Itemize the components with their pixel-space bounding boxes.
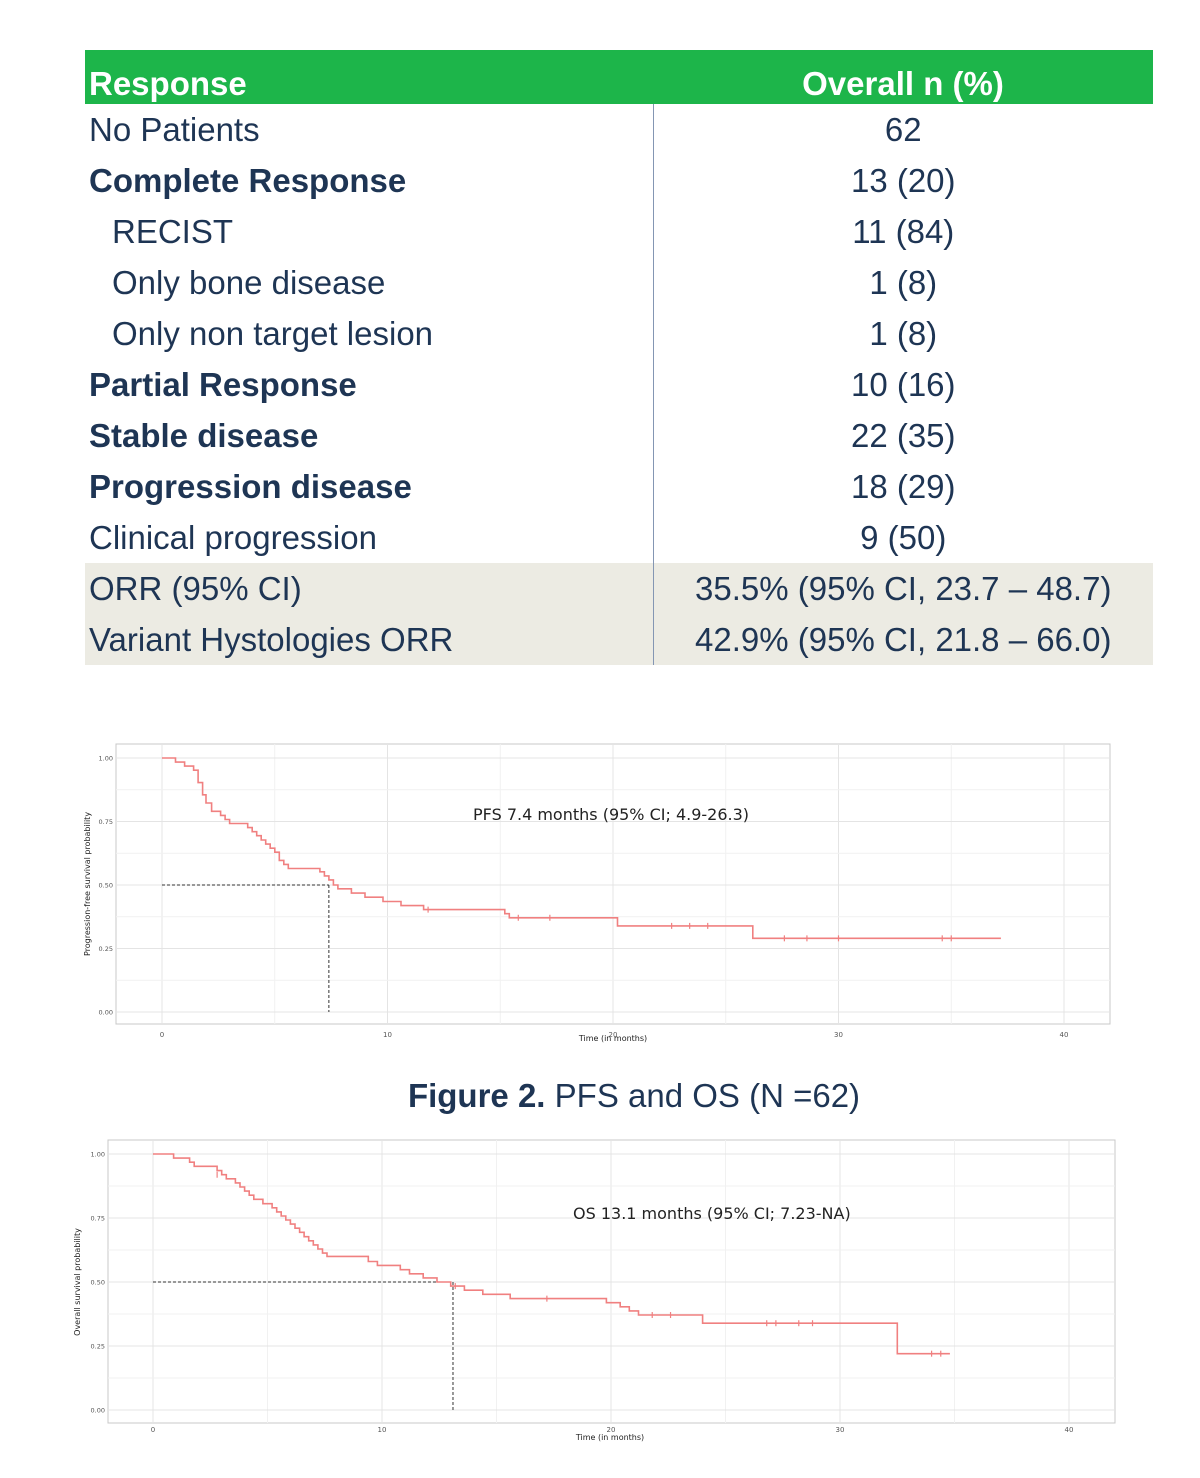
response-table: Response Overall n (%) No Patients 62 Comp… <box>85 50 1153 665</box>
row-value: 10 (16) <box>850 366 956 403</box>
os-survival-curve <box>153 1153 950 1355</box>
os-chart: 0 10 20 30 40 0.00 0.25 0.50 0.75 1.00 OS 13.1 mo… <box>73 1139 1116 1442</box>
table-row: Progression disease 18 (29) <box>85 461 1153 512</box>
row-label: Variant Hystologies ORR <box>85 614 654 665</box>
x-tick-label: 40 <box>1065 1426 1074 1434</box>
row-value: 42.9% (95% CI, 21.8 – 66.0) <box>653 614 1153 665</box>
table-header-row: Response Overall n (%) <box>85 50 1153 104</box>
os-annotation: OS 13.1 months (95% CI; 7.23-NA) <box>573 1204 851 1223</box>
x-tick-label: 10 <box>378 1426 387 1434</box>
table-row: Partial Response 10 (16) <box>85 359 1153 410</box>
pfs-ticks: 0 10 20 30 40 0.00 0.25 0.50 0.75 1.00 <box>99 755 1069 1040</box>
os-censor-marks <box>216 1171 942 1357</box>
table-row: Only non target lesion 1 (8) <box>85 308 1153 359</box>
pfs-y-axis-label: Progression-free survival probability <box>83 812 92 956</box>
x-tick-label: 10 <box>383 1031 392 1039</box>
pfs-chart: 0 10 20 30 40 0.00 0.25 0.50 0.75 1.00 PFS 7.4 mo… <box>83 743 1111 1043</box>
figure-caption: Figure 2. PFS and OS (N =62) <box>0 1076 1200 1116</box>
x-tick-label: 30 <box>836 1426 845 1434</box>
table-row: Stable disease 22 (35) <box>85 410 1153 461</box>
y-tick-label: 0.75 <box>99 818 113 826</box>
figure-caption-text: PFS and OS (N =62) <box>545 1077 861 1114</box>
row-label: No Patients <box>85 104 654 155</box>
os-y-axis-label: Overall survival probability <box>73 1228 82 1336</box>
y-tick-label: 0.00 <box>91 1407 105 1415</box>
row-label: ORR (95% CI) <box>85 563 654 614</box>
pfs-censor-marks <box>427 906 952 942</box>
row-label: Partial Response <box>85 359 654 410</box>
row-value: 18 (29) <box>850 468 956 505</box>
y-tick-label: 0.25 <box>99 945 113 953</box>
y-tick-label: 0.75 <box>91 1215 105 1223</box>
y-tick-label: 1.00 <box>91 1151 105 1159</box>
table-row: ORR (95% CI) 35.5% (95% CI, 23.7 – 48.7) <box>85 563 1153 614</box>
table-row: Clinical progression 9 (50) <box>85 512 1153 563</box>
os-ticks: 0 10 20 30 40 0.00 0.25 0.50 0.75 1.00 <box>91 1151 1074 1435</box>
row-value: 22 (35) <box>850 417 956 454</box>
pfs-median-lines <box>162 884 330 1012</box>
row-label: Only bone disease <box>85 257 654 308</box>
y-tick-label: 0.25 <box>91 1343 105 1351</box>
pfs-x-axis-label: Time (in months) <box>578 1034 647 1043</box>
x-tick-label: 0 <box>160 1031 164 1039</box>
os-median-lines <box>153 1281 454 1410</box>
x-tick-label: 20 <box>609 1031 618 1039</box>
x-tick-label: 30 <box>834 1031 843 1039</box>
row-label: Progression disease <box>85 461 654 512</box>
table-row: Only bone disease 1 (8) <box>85 257 1153 308</box>
table-row: Variant Hystologies ORR 42.9% (95% CI, 21… <box>85 614 1153 665</box>
pfs-survival-curve <box>162 757 1001 940</box>
y-tick-label: 0.00 <box>99 1009 113 1017</box>
pfs-annotation: PFS 7.4 months (95% CI; 4.9-26.3) <box>473 805 749 824</box>
table-body: No Patients 62 Complete Response 13 (20) REC… <box>85 104 1153 665</box>
row-label: Stable disease <box>85 410 654 461</box>
row-value: 13 (20) <box>850 162 956 199</box>
y-tick-label: 0.50 <box>99 882 113 890</box>
row-value: 11 (84) <box>852 213 955 250</box>
os-x-axis-label: Time (in months) <box>575 1433 644 1442</box>
table-row: Complete Response 13 (20) <box>85 155 1153 206</box>
y-tick-label: 0.50 <box>91 1279 105 1287</box>
header-overall: Overall n (%) <box>653 50 1153 104</box>
row-value: 1 (8) <box>869 264 938 301</box>
row-label: Only non target lesion <box>85 308 654 359</box>
row-value: 1 (8) <box>869 315 938 352</box>
row-value: 35.5% (95% CI, 23.7 – 48.7) <box>653 563 1153 614</box>
header-response: Response <box>85 50 653 104</box>
x-tick-label: 20 <box>607 1426 616 1434</box>
pfs-grid <box>116 744 1110 1024</box>
row-value: 9 (50) <box>860 519 947 556</box>
row-label: RECIST <box>85 206 654 257</box>
x-tick-label: 0 <box>151 1426 155 1434</box>
table-row: No Patients 62 <box>85 104 1153 155</box>
figure-caption-label: Figure 2. <box>407 1077 546 1114</box>
y-tick-label: 1.00 <box>99 755 113 763</box>
row-label: Complete Response <box>85 155 654 206</box>
row-value: 62 <box>884 111 922 148</box>
x-tick-label: 40 <box>1060 1031 1069 1039</box>
row-label: Clinical progression <box>85 512 654 563</box>
table-row: RECIST 11 (84) <box>85 206 1153 257</box>
